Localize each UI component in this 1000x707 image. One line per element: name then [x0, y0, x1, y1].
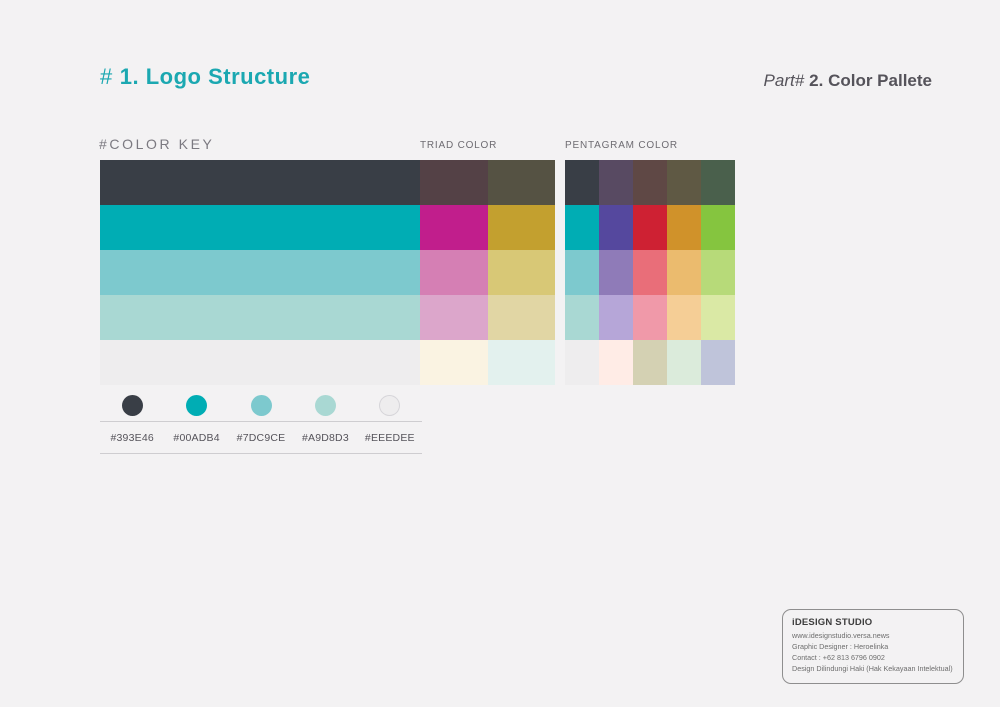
- studio-name: iDESIGN STUDIO: [792, 617, 873, 628]
- color-key-label: #COLOR KEY: [99, 136, 215, 152]
- swatch-circle: [121, 395, 143, 416]
- pentagram-grid: [565, 160, 735, 385]
- part-title: Part# 2. Color Pallete: [764, 71, 932, 91]
- color-cell: [487, 340, 555, 385]
- studio-info-lines: www.idesignstudio.versa.news Graphic Desi…: [792, 630, 954, 675]
- studio-info-line: Graphic Designer : Heroelinka: [792, 642, 889, 652]
- color-cell: [420, 250, 488, 295]
- color-cell: [701, 250, 735, 295]
- color-cell: [667, 340, 701, 385]
- color-cell: [633, 205, 667, 250]
- color-cell: [100, 160, 420, 205]
- studio-info-line: www.idesignstudio.versa.news: [792, 631, 890, 640]
- title-text: 1. Logo Structure: [119, 64, 311, 89]
- color-cell: [667, 160, 701, 205]
- swatch-slot: [229, 395, 293, 416]
- color-cell: [565, 295, 599, 340]
- color-cell: [487, 160, 555, 205]
- color-cell: [565, 250, 599, 295]
- color-cell: [565, 340, 599, 385]
- color-cell: [599, 340, 633, 385]
- color-cell: [487, 250, 555, 295]
- color-cell: [420, 160, 488, 205]
- color-cell: [599, 250, 633, 295]
- color-cell: [667, 250, 701, 295]
- part-prefix: Part#: [763, 71, 805, 90]
- color-cell: [487, 205, 555, 250]
- color-cell: [565, 205, 599, 250]
- swatch-slot: [164, 395, 228, 416]
- color-cell: [633, 160, 667, 205]
- color-cell: [100, 340, 420, 385]
- color-cell: [599, 160, 633, 205]
- swatch-circle: [250, 395, 272, 416]
- color-cell: [701, 205, 735, 250]
- color-cell: [420, 205, 488, 250]
- swatch-circle: [314, 395, 336, 416]
- color-cell: [100, 205, 420, 250]
- color-cell: [420, 295, 488, 340]
- color-cell: [633, 295, 667, 340]
- color-cell: [565, 160, 599, 205]
- title-hash: #: [100, 64, 113, 89]
- color-cell: [667, 295, 701, 340]
- color-cell: [100, 295, 420, 340]
- swatch-hex-code: #00ADB4: [173, 431, 220, 444]
- studio-info-box: iDESIGN STUDIO www.idesignstudio.versa.n…: [782, 609, 964, 684]
- page-title: #1. Logo Structure: [100, 64, 310, 90]
- swatch-hex-code: #7DC9CE: [236, 431, 286, 444]
- color-cell: [633, 340, 667, 385]
- color-cell: [701, 340, 735, 385]
- swatch-slot: [358, 395, 422, 416]
- color-cell: [701, 295, 735, 340]
- part-title-text: 2. Color Pallete: [809, 71, 932, 90]
- swatch-hex-row: #393E46 #00ADB4 #7DC9CE #A9D8D3 #EEEDEE: [100, 421, 422, 454]
- swatch-circle: [379, 395, 401, 416]
- color-cell: [633, 250, 667, 295]
- color-cell: [100, 250, 420, 295]
- color-cell: [487, 295, 555, 340]
- color-key-triad-grid: [100, 160, 555, 385]
- triad-color-label: TRIAD COLOR: [420, 140, 498, 151]
- color-cell: [667, 205, 701, 250]
- studio-info-line: Design Dilindungi Haki (Hak Kekayaan Int…: [792, 664, 953, 674]
- swatch-slot: [293, 395, 357, 416]
- swatch-hex-code: #EEEDEE: [364, 431, 415, 444]
- color-cell: [599, 295, 633, 340]
- swatch-circle: [186, 395, 208, 416]
- swatch-circle-row: [100, 390, 422, 421]
- swatch-hex-code: #A9D8D3: [301, 431, 349, 444]
- color-cell: [420, 340, 488, 385]
- swatch-slot: [100, 395, 164, 416]
- studio-info-line: Contact : +62 813 6796 0902: [792, 653, 885, 663]
- palette-swatches: #393E46 #00ADB4 #7DC9CE #A9D8D3 #EEEDEE: [100, 390, 422, 454]
- swatch-hex-code: #393E46: [110, 431, 154, 444]
- color-cell: [701, 160, 735, 205]
- color-cell: [599, 205, 633, 250]
- pentagram-color-label: PENTAGRAM COLOR: [565, 140, 678, 151]
